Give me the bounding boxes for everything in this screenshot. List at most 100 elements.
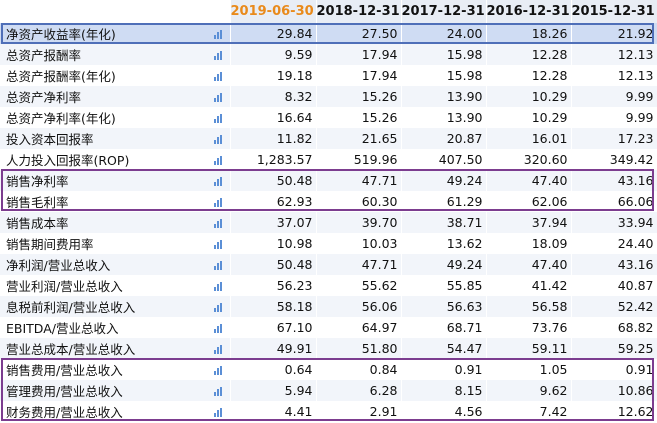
value-cell: 33.94 — [571, 212, 657, 233]
bar-chart-icon[interactable] — [213, 156, 223, 165]
value-cell: 13.62 — [401, 233, 487, 254]
table-row[interactable]: 总资产报酬率(年化) 19.18 17.94 15.98 12.28 12.13 — [0, 65, 657, 86]
column-header-period[interactable]: 2015-12-31 — [571, 0, 657, 23]
value-cell: 519.96 — [316, 149, 402, 170]
value-cell: 15.98 — [401, 65, 487, 86]
value-cell: 37.94 — [486, 212, 572, 233]
bar-chart-icon[interactable] — [213, 282, 223, 291]
bar-chart-icon-bar — [213, 119, 216, 123]
value-cell: 17.94 — [316, 65, 402, 86]
column-header-period[interactable]: 2019-06-30 — [230, 0, 317, 23]
table-row[interactable]: EBITDA/营业总收入 67.10 64.97 68.71 73.76 68.82 — [0, 317, 657, 338]
value-cell: 66.06 — [571, 191, 657, 212]
bar-chart-icon[interactable] — [213, 324, 223, 333]
value-cell: 68.71 — [401, 317, 487, 338]
table-row[interactable]: 净资产收益率(年化) 29.84 27.50 24.00 18.26 21.92 — [0, 23, 657, 44]
table-row[interactable]: 总资产净利率 8.32 15.26 13.90 10.29 9.99 — [0, 86, 657, 107]
bar-chart-icon-bar — [219, 240, 222, 249]
table-row[interactable]: 总资产净利率(年化) 16.64 15.26 13.90 10.29 9.99 — [0, 107, 657, 128]
table-row[interactable]: 销售成本率 37.07 39.70 38.71 37.94 33.94 — [0, 212, 657, 233]
bar-chart-icon[interactable] — [213, 114, 223, 123]
bar-chart-icon-bar — [216, 305, 219, 312]
bar-chart-icon[interactable] — [213, 240, 223, 249]
row-label: 销售期间费用率 — [6, 237, 94, 252]
table-row[interactable]: 总资产报酬率 9.59 17.94 15.98 12.28 12.13 — [0, 44, 657, 65]
bar-chart-icon-bar — [219, 345, 222, 354]
bar-chart-icon[interactable] — [213, 261, 223, 270]
value-cell: 17.23 — [571, 128, 657, 149]
value-cell: 59.25 — [571, 338, 657, 359]
value-cell: 0.91 — [571, 359, 657, 380]
value-cell: 24.40 — [571, 233, 657, 254]
row-label: 财务费用/营业总收入 — [6, 405, 123, 420]
row-label: 净资产收益率(年化) — [6, 27, 116, 42]
bar-chart-icon[interactable] — [213, 30, 223, 39]
table-row[interactable]: 营业总成本/营业总收入 49.91 51.80 54.47 59.11 59.25 — [0, 338, 657, 359]
bar-chart-icon-bar — [219, 324, 222, 333]
bar-chart-icon[interactable] — [213, 366, 223, 375]
bar-chart-icon[interactable] — [213, 198, 223, 207]
row-label-cell: 人力投入回报率(ROP) — [0, 149, 231, 170]
header-blank-cell — [0, 0, 231, 23]
bar-chart-icon[interactable] — [213, 72, 223, 81]
table-row[interactable]: 销售毛利率 62.93 60.30 61.29 62.06 66.06 — [0, 191, 657, 212]
row-label: 总资产报酬率 — [6, 48, 82, 63]
table-row[interactable]: 管理费用/营业总收入 5.94 6.28 8.15 9.62 10.86 — [0, 380, 657, 401]
table-row[interactable]: 投入资本回报率 11.82 21.65 20.87 16.01 17.23 — [0, 128, 657, 149]
row-label-cell: 净资产收益率(年化) — [0, 23, 231, 44]
bar-chart-icon[interactable] — [213, 303, 223, 312]
bar-chart-icon-bar — [216, 221, 219, 228]
table-row[interactable]: 息税前利润/营业总收入 58.18 56.06 56.63 56.58 52.42 — [0, 296, 657, 317]
value-cell: 15.26 — [316, 86, 402, 107]
table-row[interactable]: 净利润/营业总收入 50.48 47.71 49.24 47.40 43.16 — [0, 254, 657, 275]
row-label-cell: 财务费用/营业总收入 — [0, 401, 231, 422]
value-cell: 10.29 — [486, 86, 572, 107]
bar-chart-icon-bar — [219, 135, 222, 144]
bar-chart-icon-bar — [219, 156, 222, 165]
value-cell: 62.06 — [486, 191, 572, 212]
bar-chart-icon[interactable] — [213, 177, 223, 186]
bar-chart-icon[interactable] — [213, 135, 223, 144]
value-cell: 67.10 — [230, 317, 317, 338]
value-cell: 47.71 — [316, 254, 402, 275]
value-cell: 49.91 — [230, 338, 317, 359]
bar-chart-icon-bar — [219, 114, 222, 123]
row-label-cell: 销售毛利率 — [0, 191, 231, 212]
value-cell: 4.41 — [230, 401, 317, 422]
bar-chart-icon[interactable] — [213, 345, 223, 354]
row-label: 总资产净利率(年化) — [6, 111, 116, 126]
row-label: 销售净利率 — [6, 174, 69, 189]
table-row[interactable]: 人力投入回报率(ROP) 1,283.57 519.96 407.50 320.60 34… — [0, 149, 657, 170]
table-row[interactable]: 营业利润/营业总收入 56.23 55.62 55.85 41.42 40.87 — [0, 275, 657, 296]
bar-chart-icon[interactable] — [213, 93, 223, 102]
value-cell: 12.62 — [571, 401, 657, 422]
bar-chart-icon-bar — [213, 371, 216, 375]
row-label-cell: 总资产净利率 — [0, 86, 231, 107]
table-row[interactable]: 销售费用/营业总收入 0.64 0.84 0.91 1.05 0.91 — [0, 359, 657, 380]
bar-chart-icon[interactable] — [213, 219, 223, 228]
bar-chart-icon[interactable] — [213, 408, 223, 417]
table-row[interactable]: 销售净利率 50.48 47.71 49.24 47.40 43.16 — [0, 170, 657, 191]
row-label-cell: 总资产报酬率(年化) — [0, 65, 231, 86]
row-label: 销售费用/营业总收入 — [6, 363, 123, 378]
value-cell: 21.65 — [316, 128, 402, 149]
value-cell: 56.63 — [401, 296, 487, 317]
row-label: 销售成本率 — [6, 216, 69, 231]
value-cell: 73.76 — [486, 317, 572, 338]
column-header-period[interactable]: 2018-12-31 — [316, 0, 402, 23]
row-label-cell: 息税前利润/营业总收入 — [0, 296, 231, 317]
table-row[interactable]: 财务费用/营业总收入 4.41 2.91 4.56 7.42 12.62 — [0, 401, 657, 422]
column-header-period[interactable]: 2016-12-31 — [486, 0, 572, 23]
bar-chart-icon[interactable] — [213, 387, 223, 396]
bar-chart-icon-bar — [219, 366, 222, 375]
value-cell: 16.01 — [486, 128, 572, 149]
bar-chart-icon[interactable] — [213, 51, 223, 60]
row-label-cell: 销售成本率 — [0, 212, 231, 233]
value-cell: 18.26 — [486, 23, 572, 44]
row-label: 营业总成本/营业总收入 — [6, 342, 136, 357]
bar-chart-icon-bar — [219, 219, 222, 228]
column-header-period[interactable]: 2017-12-31 — [401, 0, 487, 23]
table-row[interactable]: 销售期间费用率 10.98 10.03 13.62 18.09 24.40 — [0, 233, 657, 254]
bar-chart-icon-bar — [213, 182, 216, 186]
bar-chart-icon-bar — [213, 203, 216, 207]
